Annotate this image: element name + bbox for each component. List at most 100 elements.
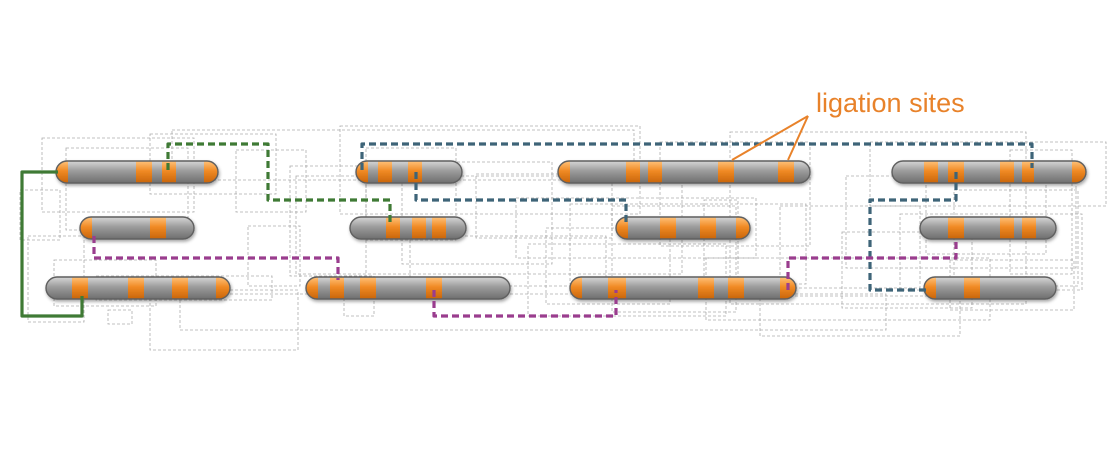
green-scaffold-path [20,170,84,318]
contig [79,216,195,240]
contig [569,276,797,300]
contig [355,160,463,184]
ligation-site-band [626,161,640,183]
ligation-site-band [558,161,570,183]
contig-layer [45,160,1087,300]
ligation-site-band [660,217,676,239]
ligation-site-band [700,217,716,239]
contig-body [350,217,466,239]
ligation-site-band [1022,217,1036,239]
ligation-site-band [432,217,446,239]
ligation-site-band [1000,161,1014,183]
ligation-site-band [128,277,144,299]
ligation-site-band [136,161,152,183]
background-link [515,197,757,259]
background-link [409,235,607,287]
contig-outline [557,160,811,184]
ligation-site-band [648,161,662,183]
annotation-pointer-left [731,115,809,161]
ligation-site-band [172,277,188,299]
contig-outline [349,216,467,240]
background-link [339,125,641,215]
ligation-site-band [426,277,442,299]
ligation-site-band [80,217,92,239]
ligation-site-band [728,277,744,299]
contig [923,276,1057,300]
contig-body [558,161,810,183]
background-link [149,289,299,351]
ligation-site-band [72,277,88,299]
background-link [41,137,195,213]
background-link [659,141,811,247]
blue-scaffold-path [360,142,1034,170]
background-link [235,149,307,213]
blue-scaffold-path [868,172,958,292]
ligation-site-band [570,277,582,299]
contig-outline [569,276,797,300]
background-link [779,205,921,289]
contig-outline [919,216,1057,240]
green-scaffold-path [166,142,392,222]
ligation-site-band [964,277,980,299]
ligation-site-band [718,161,734,183]
contig [55,160,219,184]
background-link [869,141,1107,207]
contig [919,216,1057,240]
ligation-site-band [924,277,936,299]
ligation-site-band [698,277,714,299]
ligation-site-band [56,161,68,183]
background-link [545,227,671,305]
contig [45,276,231,300]
ligation-site-band [150,217,166,239]
background-link [247,225,301,287]
contig-outline [891,160,1087,184]
ligation-site-band [778,161,794,183]
ligation-sites-label: ligation sites [816,88,965,118]
ligation-site-band [1000,217,1014,239]
ligation-site-band [162,161,176,183]
contig-body [924,277,1056,299]
ligation-site-band [306,277,318,299]
ligation-site-band [204,161,218,183]
purple-scaffold-path [786,238,958,290]
contig [349,216,467,240]
contig [891,160,1087,184]
contig-body [570,277,796,299]
background-link [759,295,961,337]
contig-outline [615,216,751,240]
contig [557,160,811,184]
purple-scaffold-path [92,236,340,280]
background-link [611,205,737,313]
ligation-site-band [216,277,230,299]
ligation-site-band [1072,161,1086,183]
contig-body [80,217,194,239]
contig [615,216,751,240]
background-link [365,147,457,241]
contig-body [616,217,750,239]
background-link [899,213,1083,291]
background-link [27,235,85,323]
contig-outline [923,276,1057,300]
ligation-site-band [412,217,426,239]
background-link [107,309,133,325]
ligation-site-band [608,277,626,299]
contig [305,276,511,300]
background-link [401,161,553,265]
ligation-site-band [378,161,392,183]
contig-body [306,277,510,299]
contig-outline [305,276,511,300]
background-link [179,293,887,331]
contig-outline [45,276,231,300]
ligation-site-band [736,217,750,239]
purple-scaffold-path [432,290,618,318]
contig-outline [355,160,463,184]
background-link [841,231,973,309]
contig-body [892,161,1086,183]
ligation-site-band [924,161,938,183]
blue-scaffold-path [414,172,628,224]
background-link [19,189,61,241]
contig-outline [79,216,195,240]
ligation-site-band [356,161,368,183]
highlighted-path-layer [20,142,1034,318]
